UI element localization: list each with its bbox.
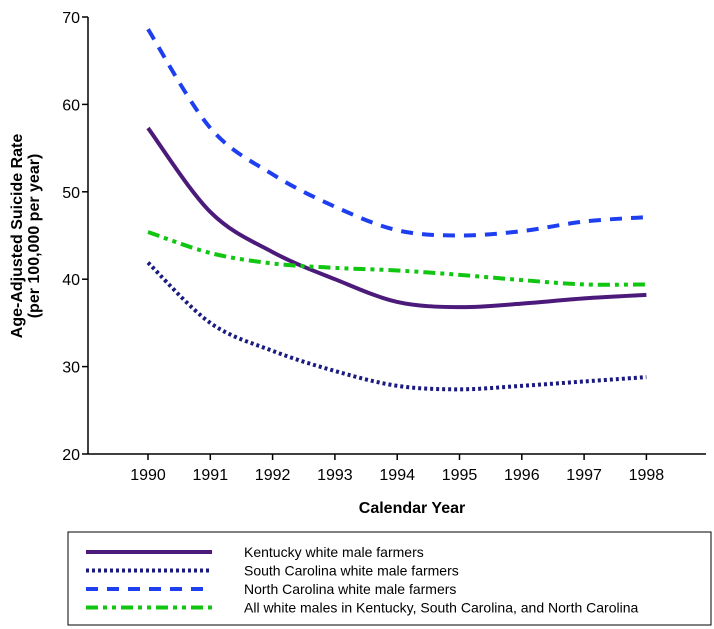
- series-line-north-carolina: [146, 28, 647, 238]
- x-tick-label: 1990: [130, 467, 166, 484]
- y-tick-label: 20: [62, 447, 80, 464]
- series-lines: [146, 28, 647, 392]
- series-line-kentucky: [146, 126, 647, 310]
- y-axis-ticks: 20 30 40 50 60 70: [62, 10, 88, 464]
- x-tick-label: 1991: [193, 467, 229, 484]
- series-line-south-carolina: [146, 261, 647, 392]
- legend: Kentucky white male farmers South Carolin…: [67, 531, 712, 626]
- y-tick-label: 70: [62, 10, 80, 27]
- y-tick-label: 60: [62, 97, 80, 114]
- x-axis-title: Calendar Year: [359, 500, 465, 517]
- legend-label-all-white-males: All white males in Kentucky, South Carol…: [244, 600, 638, 616]
- x-tick-label: 1993: [317, 467, 353, 484]
- legend-items: Kentucky white male farmers South Carolin…: [86, 544, 638, 616]
- x-tick-label: 1994: [379, 467, 415, 484]
- y-axis-title-line2: (per 100,000 per year): [26, 154, 43, 319]
- legend-label-kentucky: Kentucky white male farmers: [244, 544, 424, 560]
- x-axis-ticks: 1990 1991 1992 1993 1994 1995 1996 1997 1998: [130, 454, 664, 484]
- y-axis-title-line1: Age-Adjusted Suicide Rate: [9, 134, 26, 339]
- x-tick-label: 1998: [629, 467, 665, 484]
- legend-label-north-carolina: North Carolina white male farmers: [244, 581, 456, 597]
- x-tick-label: 1995: [442, 467, 478, 484]
- y-tick-label: 40: [62, 272, 80, 289]
- x-tick-label: 1996: [504, 467, 540, 484]
- y-tick-label: 30: [62, 360, 80, 377]
- x-tick-label: 1997: [566, 467, 602, 484]
- y-axis-title: Age-Adjusted Suicide Rate (per 100,000 p…: [9, 134, 43, 339]
- y-tick-label: 50: [62, 185, 80, 202]
- x-tick-label: 1992: [255, 467, 291, 484]
- legend-label-south-carolina: South Carolina white male farmers: [244, 563, 459, 579]
- series-line-all-white-males: [147, 230, 647, 287]
